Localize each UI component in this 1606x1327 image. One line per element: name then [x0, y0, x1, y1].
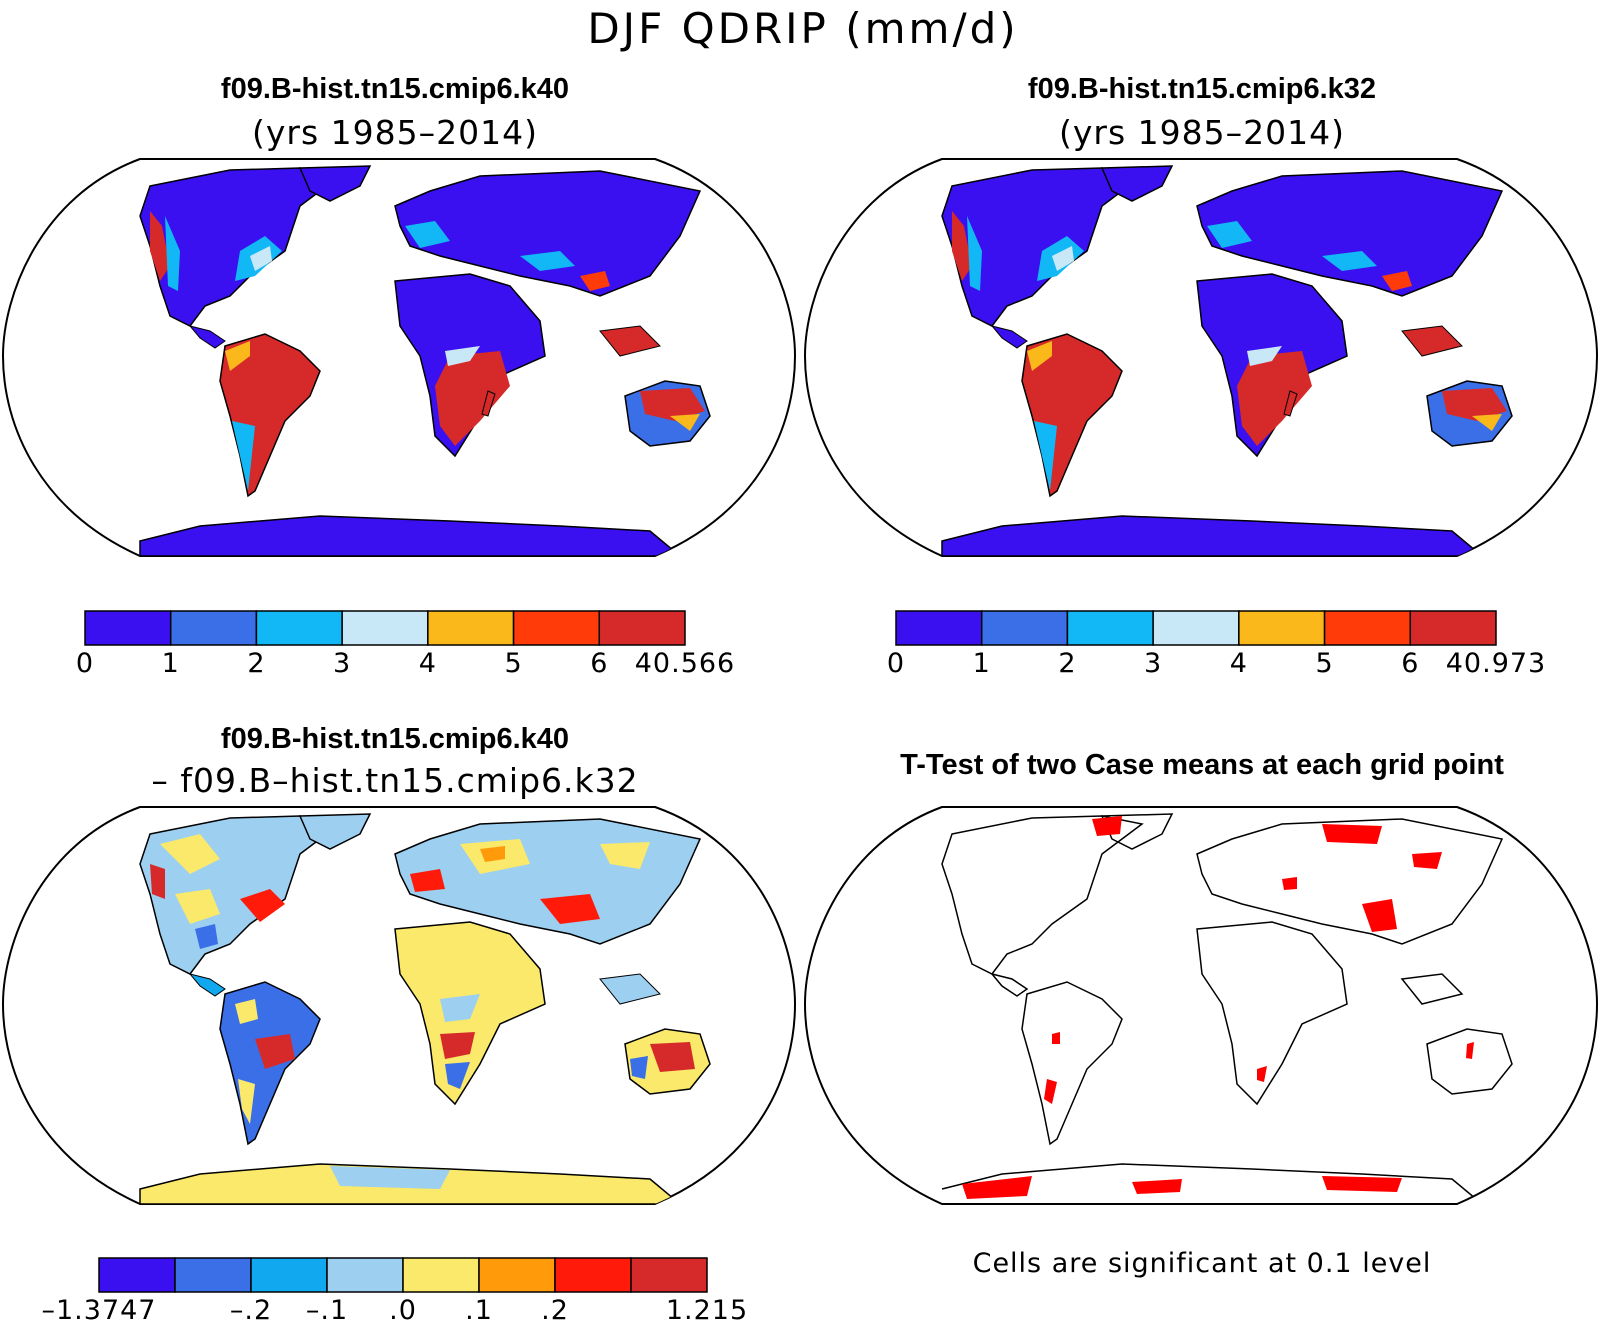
- colorbar-tick-label: 1: [161, 648, 180, 679]
- colorbar-bottom-left: [98, 1257, 708, 1293]
- colorbar-box: [255, 610, 343, 646]
- land-antarctica: [941, 515, 1485, 556]
- colorbar-box: [341, 610, 429, 646]
- colorbar-tick-label: –.2: [229, 1295, 273, 1326]
- colorbar-box: [512, 610, 601, 646]
- colorbar-tick-label: .1: [465, 1295, 493, 1326]
- coast-africa: [1196, 921, 1348, 1106]
- colorbar-box: [98, 1257, 176, 1293]
- panel-top-left-years: (yrs 1985–2014): [252, 113, 538, 152]
- colorbar-box: [598, 610, 686, 646]
- land-eurasia: [1196, 170, 1504, 297]
- panel-bottom-right-title: T-Test of two Case means at each grid po…: [900, 749, 1504, 781]
- colorbar-tick-label: 40.566: [634, 648, 736, 679]
- land-greenland: [298, 813, 372, 850]
- coast-australia: [1426, 1028, 1513, 1095]
- map-frame: [803, 806, 1599, 1205]
- significance-note: Cells are significant at 0.1 level: [972, 1248, 1432, 1279]
- colorbar-box: [402, 1257, 480, 1293]
- colorbar-tick-label: 0: [75, 648, 95, 679]
- land-greenland: [298, 165, 372, 202]
- colorbar-box: [1152, 610, 1240, 646]
- colorbar-box: [250, 1257, 328, 1293]
- panel-top-right-years: (yrs 1985–2014): [1059, 113, 1345, 152]
- panel-top-right-case: f09.B-hist.tn15.cmip6.k32: [1027, 73, 1377, 105]
- land-greenland: [1100, 165, 1174, 202]
- colorbar-top-left: [84, 610, 686, 646]
- map-top-right: [803, 158, 1599, 557]
- colorbar-tick-label: 40.973: [1445, 648, 1547, 679]
- colorbar-tick-label: .0: [389, 1295, 417, 1326]
- colorbar-box: [1409, 610, 1497, 646]
- colorbar-box: [630, 1257, 708, 1293]
- coast-antarctica: [941, 1163, 1483, 1204]
- colorbar-box: [895, 610, 983, 646]
- colorbar-tick-label: –1.3747: [41, 1295, 157, 1326]
- panel-bottom-left-case: f09.B-hist.tn15.cmip6.k40: [220, 723, 570, 755]
- colorbar-box: [1066, 610, 1154, 646]
- coast-greenland: [1100, 813, 1174, 850]
- colorbar-box: [427, 610, 515, 646]
- map-bottom-right: [803, 806, 1599, 1205]
- colorbar-box: [169, 610, 258, 646]
- colorbar-tick-label: 1.215: [665, 1295, 749, 1326]
- colorbar-tick-label: 4: [418, 648, 437, 679]
- map-bottom-left: [1, 806, 797, 1205]
- colorbar-tick-label: 5: [1315, 648, 1334, 679]
- colorbar-box: [326, 1257, 404, 1293]
- colorbar-tick-label: 6: [1401, 648, 1420, 679]
- map-top-left: [1, 158, 797, 557]
- coast-eurasia: [1196, 818, 1504, 945]
- panel-bottom-left-minus-case: – f09.B–hist.tn15.cmip6.k32: [151, 761, 639, 800]
- land-eurasia: [394, 170, 702, 297]
- colorbar-tick-label: 0: [886, 648, 906, 679]
- colorbar-tick-label: 3: [1144, 648, 1163, 679]
- colorbar-box: [84, 610, 172, 646]
- colorbar-tick-label: 1: [972, 648, 991, 679]
- colorbar-tick-label: 3: [333, 648, 352, 679]
- colorbar-tick-label: –.1: [305, 1295, 349, 1326]
- colorbar-top-right: [895, 610, 1497, 646]
- colorbar-box: [1323, 610, 1412, 646]
- significant-cells: [962, 816, 1474, 1199]
- panel-top-left-case: f09.B-hist.tn15.cmip6.k40: [220, 73, 570, 105]
- colorbar-tick-label: 2: [1058, 648, 1077, 679]
- colorbar-tick-label: 5: [504, 648, 523, 679]
- colorbar-box: [174, 1257, 252, 1293]
- colorbar-tick-label: 4: [1229, 648, 1248, 679]
- colorbar-box: [554, 1257, 632, 1293]
- land-antarctica: [139, 515, 683, 556]
- colorbar-box: [980, 610, 1069, 646]
- colorbar-tick-label: 6: [590, 648, 609, 679]
- colorbar-box: [478, 1257, 556, 1293]
- figure-title: DJF QDRIP (mm/d): [587, 4, 1019, 53]
- colorbar-tick-label: 2: [247, 648, 266, 679]
- coast-south-america: [1021, 981, 1123, 1146]
- colorbar-box: [1238, 610, 1326, 646]
- colorbar-tick-label: .2: [541, 1295, 569, 1326]
